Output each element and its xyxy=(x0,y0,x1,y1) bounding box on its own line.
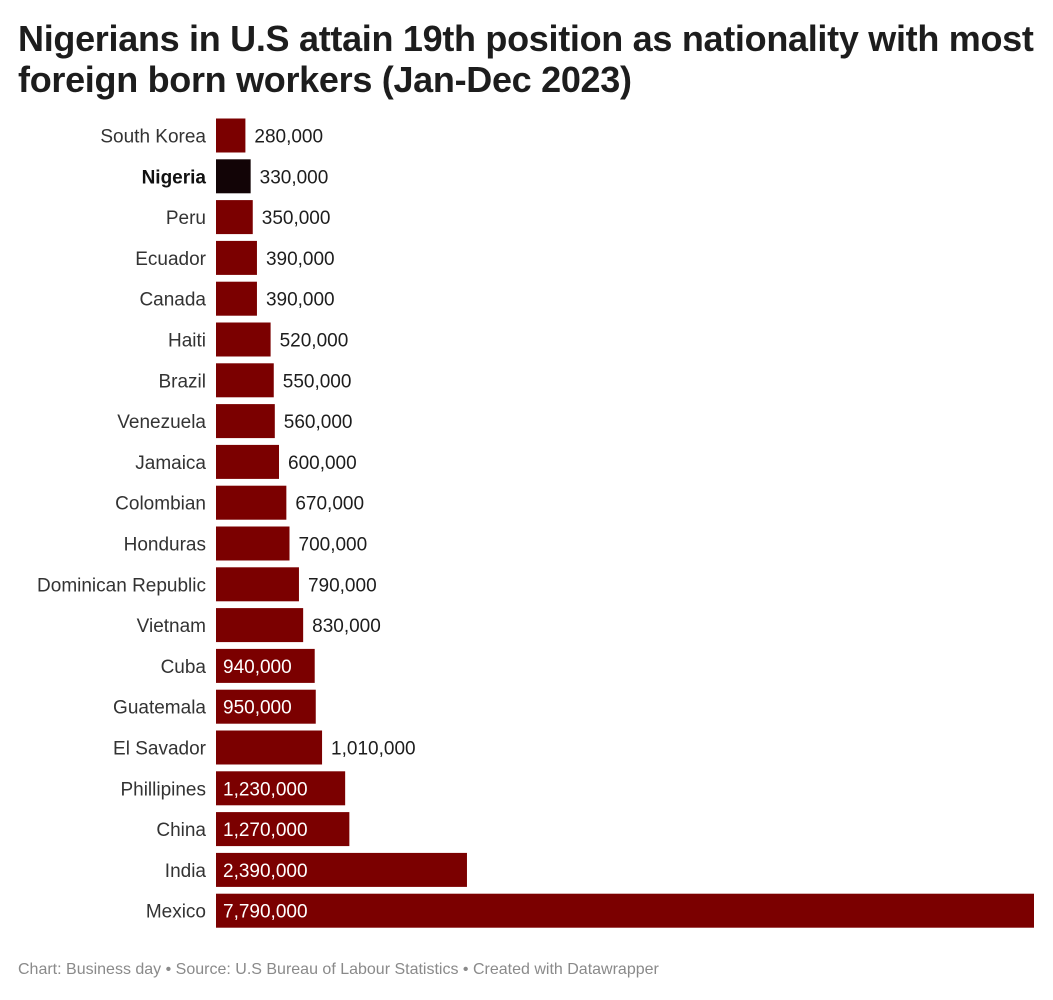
bar-mexico xyxy=(216,893,1034,928)
category-label-nigeria: Nigeria xyxy=(142,167,207,188)
value-label-phillipines: 1,230,000 xyxy=(223,779,308,800)
category-label-cuba: Cuba xyxy=(161,657,207,678)
category-label-haiti: Haiti xyxy=(168,331,206,352)
value-label-nigeria: 330,000 xyxy=(260,167,329,188)
value-label-cuba: 940,000 xyxy=(223,657,292,678)
value-label-canada: 390,000 xyxy=(266,290,335,311)
value-label-brazil: 550,000 xyxy=(283,371,352,392)
category-label-china: China xyxy=(156,820,206,841)
category-label-ecuador: Ecuador xyxy=(135,249,206,270)
category-label-mexico: Mexico xyxy=(146,902,206,923)
bar-venezuela xyxy=(216,404,275,439)
value-label-colombian: 670,000 xyxy=(295,494,364,515)
category-label-phillipines: Phillipines xyxy=(120,779,206,800)
bar-china xyxy=(216,812,350,847)
value-label-peru: 350,000 xyxy=(262,208,331,229)
bar-chart: South Korea Nigeria Peru Ecuador Canada Haiti… xyxy=(37,118,1034,928)
bar-canada xyxy=(216,281,257,316)
bars xyxy=(216,118,1034,928)
value-label-vietnam: 830,000 xyxy=(312,616,381,637)
category-label-venezuela: Venezuela xyxy=(117,412,206,433)
bar-cuba xyxy=(216,648,315,683)
bar-peru xyxy=(216,200,253,235)
chart-footer: Chart: Business day • Source: U.S Bureau… xyxy=(18,961,659,978)
value-label-venezuela: 560,000 xyxy=(284,412,353,433)
bar-south-korea xyxy=(216,118,246,153)
value-label-guatemala: 950,000 xyxy=(223,698,292,719)
category-label-vietnam: Vietnam xyxy=(137,616,206,637)
bar-guatemala xyxy=(216,689,316,724)
bar-dominican-republic xyxy=(216,567,299,602)
chart-title: Nigerians in U.S attain 19th position as… xyxy=(18,18,1034,100)
bar-nigeria xyxy=(216,159,251,194)
category-label-honduras: Honduras xyxy=(124,535,206,556)
value-labels: 280,000 330,000 350,000 390,000 390,000 520,0… xyxy=(223,127,416,923)
value-label-china: 1,270,000 xyxy=(223,820,308,841)
bar-jamaica xyxy=(216,444,280,479)
category-label-jamaica: Jamaica xyxy=(135,453,206,474)
category-label-peru: Peru xyxy=(166,208,206,229)
value-label-jamaica: 600,000 xyxy=(288,453,357,474)
category-label-brazil: Brazil xyxy=(158,371,206,392)
bar-honduras xyxy=(216,526,290,561)
category-labels: South Korea Nigeria Peru Ecuador Canada Haiti… xyxy=(37,127,207,923)
bar-haiti xyxy=(216,322,271,357)
value-label-el-savador: 1,010,000 xyxy=(331,739,416,760)
value-label-south-korea: 280,000 xyxy=(254,127,323,148)
value-label-india: 2,390,000 xyxy=(223,861,308,882)
bar-ecuador xyxy=(216,240,257,275)
bar-vietnam xyxy=(216,608,304,643)
category-label-el-savador: El Savador xyxy=(113,739,207,760)
bar-brazil xyxy=(216,363,274,398)
value-label-ecuador: 390,000 xyxy=(266,249,335,270)
category-label-guatemala: Guatemala xyxy=(113,698,206,719)
bar-el-savador xyxy=(216,730,323,765)
bar-india xyxy=(216,852,467,887)
value-label-mexico: 7,790,000 xyxy=(223,902,308,923)
category-label-india: India xyxy=(165,861,207,882)
category-label-colombian: Colombian xyxy=(115,494,206,515)
value-label-honduras: 700,000 xyxy=(299,535,368,556)
category-label-dominican-republic: Dominican Republic xyxy=(37,575,206,596)
category-label-south-korea: South Korea xyxy=(100,127,206,148)
bar-colombian xyxy=(216,485,287,520)
category-label-canada: Canada xyxy=(139,290,206,311)
bar-phillipines xyxy=(216,771,346,806)
value-label-haiti: 520,000 xyxy=(280,331,349,352)
value-label-dominican-republic: 790,000 xyxy=(308,575,377,596)
